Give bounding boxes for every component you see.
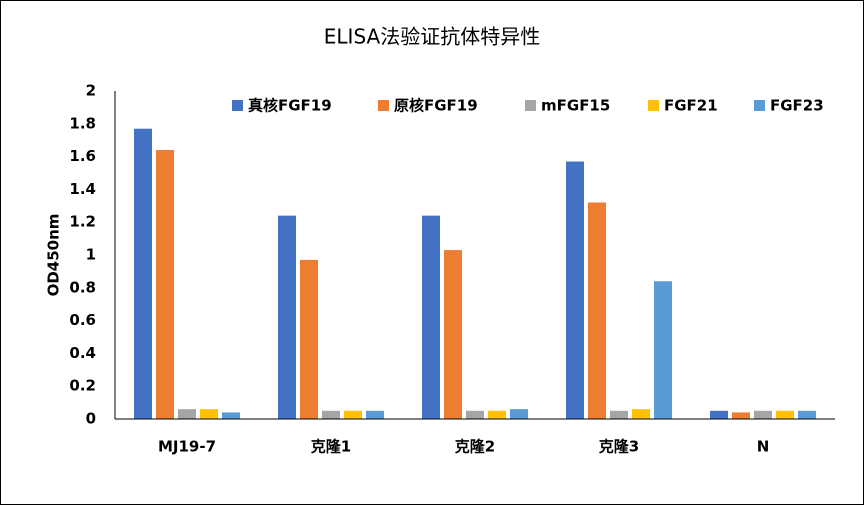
bar [444,250,462,419]
bar [322,410,340,419]
legend-label: 真核FGF19 [248,97,332,115]
legend-swatch [525,100,536,111]
bar [776,410,794,419]
y-tick-label: 0.2 [69,377,96,395]
y-tick-label: 1.6 [69,147,96,165]
bar [798,410,816,419]
bar [488,410,506,419]
legend-label: 原核FGF19 [394,97,478,115]
x-tick-label: 克隆2 [455,438,495,456]
bar [510,409,528,419]
legend-label: FGF21 [664,97,718,115]
bar [422,215,440,419]
legend-label: mFGF15 [541,97,610,115]
legend-swatch [232,100,243,111]
bar [654,281,672,419]
bar [366,410,384,419]
y-tick-label: 1.2 [69,213,96,231]
legend-swatch [754,100,765,111]
y-tick-label: 1.4 [69,180,96,198]
bar [156,150,174,420]
legend-swatch [648,100,659,111]
bar [278,215,296,419]
bar [200,409,218,419]
y-tick-label: 0.4 [69,344,96,362]
x-tick-label: 克隆1 [311,438,351,456]
x-tick-label: N [757,438,770,456]
bar [732,412,750,419]
x-tick-label: MJ19-7 [158,438,216,456]
bar [466,410,484,419]
bar [610,410,628,419]
legend-label: FGF23 [770,97,824,115]
bar [710,410,728,419]
bar [134,128,152,419]
bar [300,259,318,419]
y-tick-label: 1 [86,246,96,264]
y-axis-label: OD450nm [45,214,63,297]
y-tick-label: 0.6 [69,311,96,329]
bar [566,161,584,419]
bar [588,202,606,419]
bar [344,410,362,419]
y-tick-label: 0.8 [69,278,96,296]
y-tick-label: 1.8 [69,114,96,132]
bar [178,409,196,419]
legend-swatch [378,100,389,111]
y-tick-label: 2 [86,82,96,100]
chart-title: ELISA法验证抗体特异性 [324,25,540,49]
y-tick-label: 0 [86,410,96,428]
bar [222,412,240,419]
bar [754,410,772,419]
x-tick-label: 克隆3 [599,438,639,456]
bar [632,409,650,419]
